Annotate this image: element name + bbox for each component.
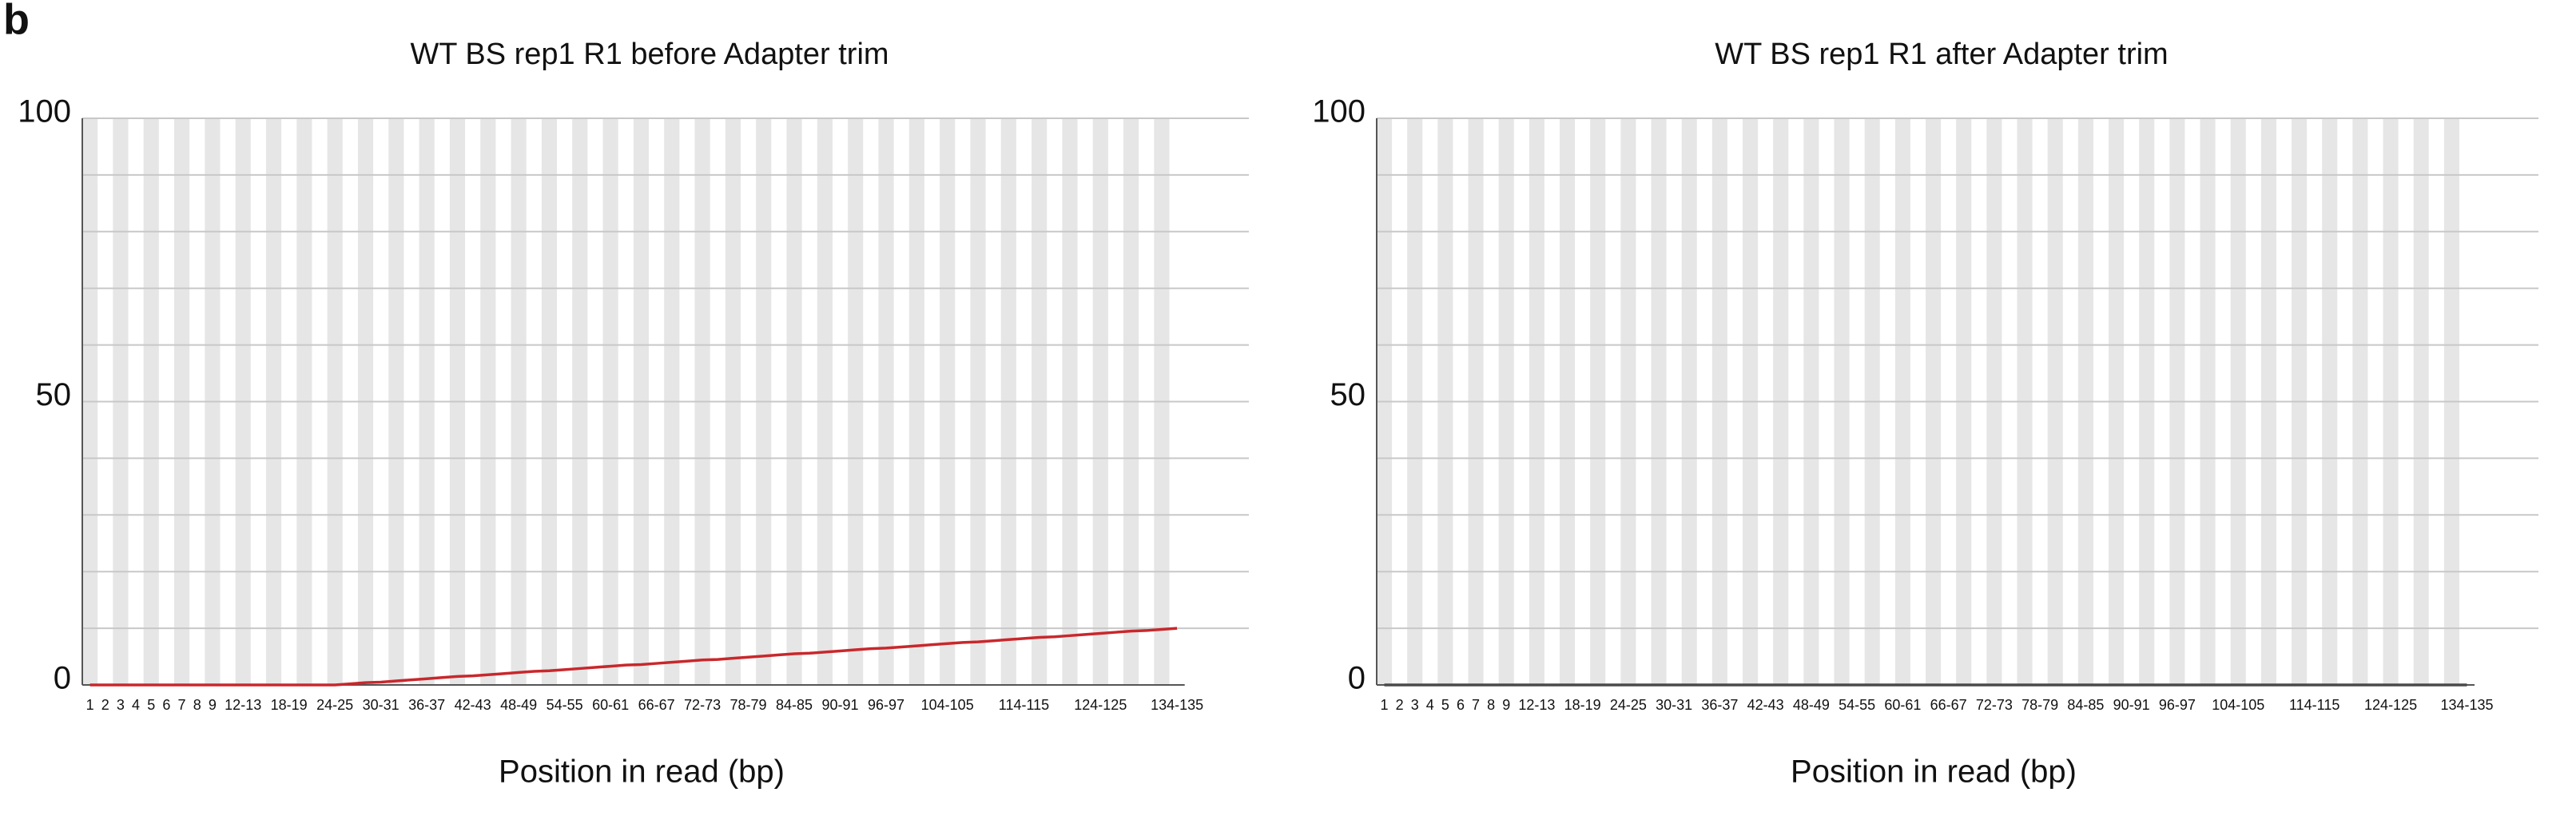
- x-tick-label: 78-79: [730, 697, 767, 713]
- x-tick-label: 96-97: [2159, 697, 2196, 713]
- x-tick-label: 48-49: [1793, 697, 1830, 713]
- x-tick-label: 9: [209, 697, 217, 713]
- x-tick-label: 104-105: [921, 697, 974, 713]
- x-tick-label: 84-85: [2067, 697, 2104, 713]
- x-tick-label: 114-115: [2289, 697, 2339, 713]
- x-tick-label: 9: [1502, 697, 1510, 713]
- chart-title: WT BS rep1 R1 before Adapter trim: [410, 38, 888, 71]
- x-tick-label: 66-67: [638, 697, 675, 713]
- chart-title: WT BS rep1 R1 after Adapter trim: [1715, 38, 2168, 71]
- x-tick-label: 90-91: [822, 697, 859, 713]
- x-axis-title: Position in read (bp): [499, 754, 785, 790]
- x-tick-label: 6: [1457, 697, 1465, 713]
- x-tick-label: 30-31: [1656, 697, 1692, 713]
- x-tick-label: 124-125: [1074, 697, 1127, 713]
- x-axis-title: Position in read (bp): [1791, 754, 2077, 790]
- x-tick-label: 36-37: [408, 697, 445, 713]
- x-tick-label: 5: [147, 697, 155, 713]
- x-tick-label: 54-55: [547, 697, 583, 713]
- x-tick-label: 104-105: [2212, 697, 2264, 713]
- x-tick-label: 96-97: [868, 697, 904, 713]
- x-tick-label: 134-135: [1151, 697, 1203, 713]
- x-tick-label: 36-37: [1701, 697, 1738, 713]
- x-tick-label: 134-135: [2440, 697, 2493, 713]
- x-tick-label: 18-19: [271, 697, 308, 713]
- x-tick-label: 42-43: [1747, 697, 1784, 713]
- x-tick-label: 7: [1472, 697, 1480, 713]
- x-tick-label: 66-67: [1930, 697, 1967, 713]
- x-tick-label: 6: [162, 697, 170, 713]
- x-tick-label: 5: [1441, 697, 1449, 713]
- x-tick-label: 90-91: [2113, 697, 2150, 713]
- x-tick-label: 42-43: [455, 697, 491, 713]
- x-tick-label: 114-115: [999, 697, 1049, 713]
- x-tick-label: 1: [86, 697, 94, 713]
- x-tick-label: 30-31: [363, 697, 400, 713]
- x-tick-label: 124-125: [2364, 697, 2417, 713]
- y-tick-label: 50: [36, 377, 72, 412]
- x-tick-label: 48-49: [500, 697, 537, 713]
- x-tick-label: 3: [1411, 697, 1419, 713]
- x-tick-label: 12-13: [1518, 697, 1555, 713]
- x-tick-label: 12-13: [225, 697, 261, 713]
- y-tick-label: 100: [18, 94, 71, 129]
- panel-label: b: [3, 0, 30, 43]
- x-tick-label: 8: [193, 697, 201, 713]
- x-tick-label: 24-25: [1610, 697, 1647, 713]
- y-tick-label: 50: [1330, 377, 1366, 412]
- x-tick-label: 4: [132, 697, 140, 713]
- x-tick-label: 24-25: [316, 697, 353, 713]
- x-tick-label: 72-73: [684, 697, 721, 713]
- x-tick-label: 7: [178, 697, 186, 713]
- x-tick-label: 60-61: [592, 697, 629, 713]
- x-tick-label: 78-79: [2021, 697, 2058, 713]
- x-tick-label: 2: [1396, 697, 1404, 713]
- x-tick-label: 84-85: [776, 697, 813, 713]
- y-tick-label: 0: [1348, 661, 1366, 696]
- x-tick-label: 2: [101, 697, 109, 713]
- chart: WT BS rep1 R1 before Adapter trim 0 50 100 1…: [18, 38, 1249, 790]
- x-tick-label: 54-55: [1839, 697, 1875, 713]
- x-tick-label: 1: [1381, 697, 1389, 713]
- x-tick-label: 8: [1487, 697, 1495, 713]
- y-tick-label: 0: [54, 661, 71, 696]
- x-tick-label: 60-61: [1884, 697, 1921, 713]
- x-tick-label: 18-19: [1564, 697, 1601, 713]
- x-tick-label: 72-73: [1976, 697, 2013, 713]
- x-tick-label: 3: [117, 697, 125, 713]
- y-tick-label: 100: [1312, 94, 1366, 129]
- line: [89, 627, 1178, 687]
- x-tick-label: 4: [1426, 697, 1434, 713]
